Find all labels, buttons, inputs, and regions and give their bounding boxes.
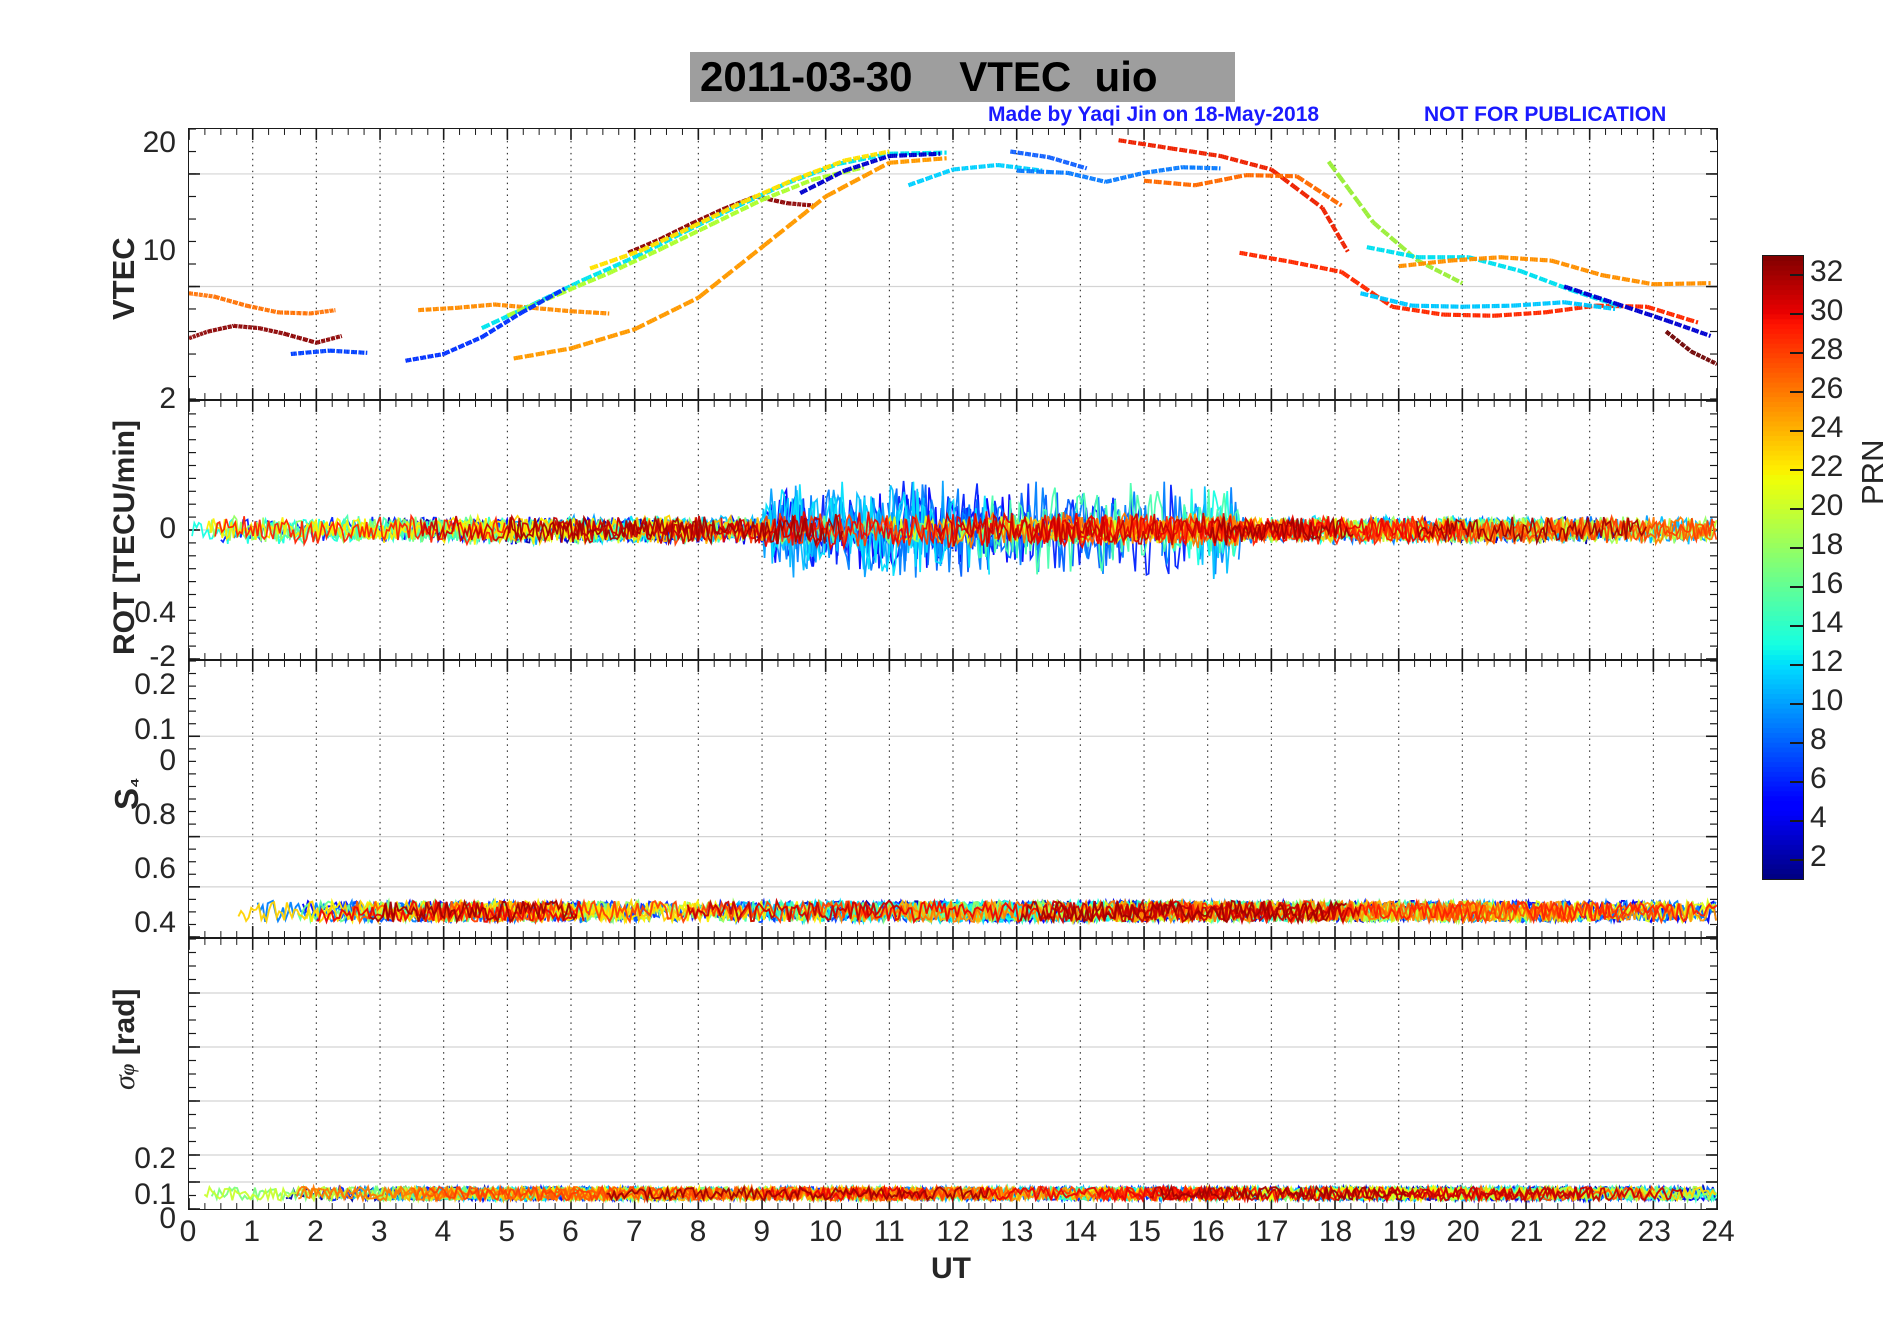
x-tick-15: 15 [1127,1215,1161,1248]
colorbar-tick-16: 16 [1810,567,1844,601]
colorbar-tick-6: 6 [1810,762,1827,796]
colorbar-tick-mark [1790,820,1804,823]
colorbar-tick-mark [1790,859,1804,862]
colorbar-tick-mark [1790,273,1804,276]
colorbar-tick-mark [1790,781,1804,784]
colorbar-tick-mark [1790,742,1804,745]
x-tick-6: 6 [562,1215,579,1248]
colorbar-tick-mark [1790,390,1804,393]
x-tick-5: 5 [498,1215,516,1248]
colorbar-tick-4: 4 [1810,801,1827,835]
colorbar-tick-mark [1790,312,1804,315]
x-tick-3: 3 [370,1215,388,1248]
colorbar-tick-32: 32 [1810,254,1844,288]
colorbar-tick-mark [1790,546,1804,549]
colorbar-tick-18: 18 [1810,527,1844,561]
sigma-ytick-0: 0 [159,1202,176,1235]
panel-rot [188,400,1718,660]
colorbar-tick-mark [1790,468,1804,471]
colorbar-tick-22: 22 [1810,449,1844,483]
vtec-ytick-20: 20 [142,126,176,159]
x-tick-19: 19 [1382,1215,1416,1248]
x-tick-24: 24 [1701,1215,1735,1248]
made-by-annotation: Made by Yaqi Jin on 18-May-2018 [988,103,1320,126]
colorbar-tick-26: 26 [1810,371,1844,405]
colorbar-tick-8: 8 [1810,723,1827,757]
title-background [690,52,1235,102]
rot-plot-area [189,401,1717,659]
x-tick-14: 14 [1063,1215,1098,1248]
colorbar-tick-2: 2 [1810,840,1827,874]
rot-ytick-2: 2 [159,382,176,415]
x-tick-21: 21 [1510,1215,1544,1248]
colorbar-tick-30: 30 [1810,293,1844,327]
sigma-ytick-01: 0.1 [134,1178,176,1211]
x-tick-12: 12 [936,1215,970,1248]
not-for-publication-annotation: NOT FOR PUBLICATION [1424,103,1667,126]
colorbar-gradient [1763,256,1803,879]
x-tick-16: 16 [1191,1215,1225,1248]
panel-s4 [188,660,1718,938]
x-tick-1: 1 [243,1215,261,1248]
colorbar-tick-mark [1790,507,1804,510]
vtec-ytick-10: 10 [142,234,176,267]
s4-ytick-01: 0.1 [134,713,176,746]
page-title: 2011-03-30 VTEC uio [700,53,1158,100]
x-tick-17: 17 [1255,1215,1289,1248]
s4-ytick-04: 0.4 [134,596,176,629]
colorbar-tick-20: 20 [1810,488,1844,522]
x-tick-10: 10 [808,1215,843,1248]
x-tick-13: 13 [1000,1215,1034,1248]
x-tick-4: 4 [434,1215,452,1248]
x-tick-0: 0 [179,1215,197,1248]
x-tick-22: 22 [1573,1215,1608,1248]
x-tick-2: 2 [307,1215,324,1248]
x-tick-9: 9 [753,1215,771,1248]
colorbar-tick-mark [1790,586,1804,589]
colorbar-tick-mark [1790,351,1804,354]
panel-sigma-phi [188,938,1718,1210]
panel-vtec [188,128,1718,400]
colorbar-tick-12: 12 [1810,645,1844,679]
sigma-ytick-06: 0.6 [134,852,176,885]
sigma-phi-plot-area [189,939,1717,1209]
sigma-ytick-08: 0.8 [134,798,176,831]
x-tick-23: 23 [1637,1215,1671,1248]
s4-plot-area [189,661,1717,937]
colorbar-tick-28: 28 [1810,332,1844,366]
sigma-phi-axis-label: σφ [rad] [108,988,141,1091]
x-tick-7: 7 [625,1215,643,1248]
colorbar-tick-mark [1790,703,1804,706]
s4-ytick-02: 0.2 [134,668,176,701]
x-tick-18: 18 [1318,1215,1353,1248]
sigma-ytick-02: 0.2 [134,1142,176,1175]
vtec-plot-area [189,129,1717,399]
x-tick-8: 8 [689,1215,707,1248]
colorbar-tick-mark [1790,664,1804,667]
rot-ytick-0: 0 [159,512,176,545]
colorbar-tick-14: 14 [1810,606,1844,640]
sigma-ytick-04: 0.4 [134,906,176,939]
x-tick-20: 20 [1446,1215,1480,1248]
colorbar-tick-24: 24 [1810,410,1844,444]
s4-ytick-0: 0 [159,744,176,777]
colorbar-title: PRN [1855,439,1890,505]
x-tick-11: 11 [873,1215,905,1248]
colorbar-tick-mark [1790,429,1804,432]
x-axis-label: UT [931,1252,971,1285]
colorbar [1762,255,1804,880]
rot-ytick-minus2: -2 [149,640,176,673]
colorbar-tick-mark [1790,625,1804,628]
colorbar-tick-10: 10 [1810,684,1844,718]
